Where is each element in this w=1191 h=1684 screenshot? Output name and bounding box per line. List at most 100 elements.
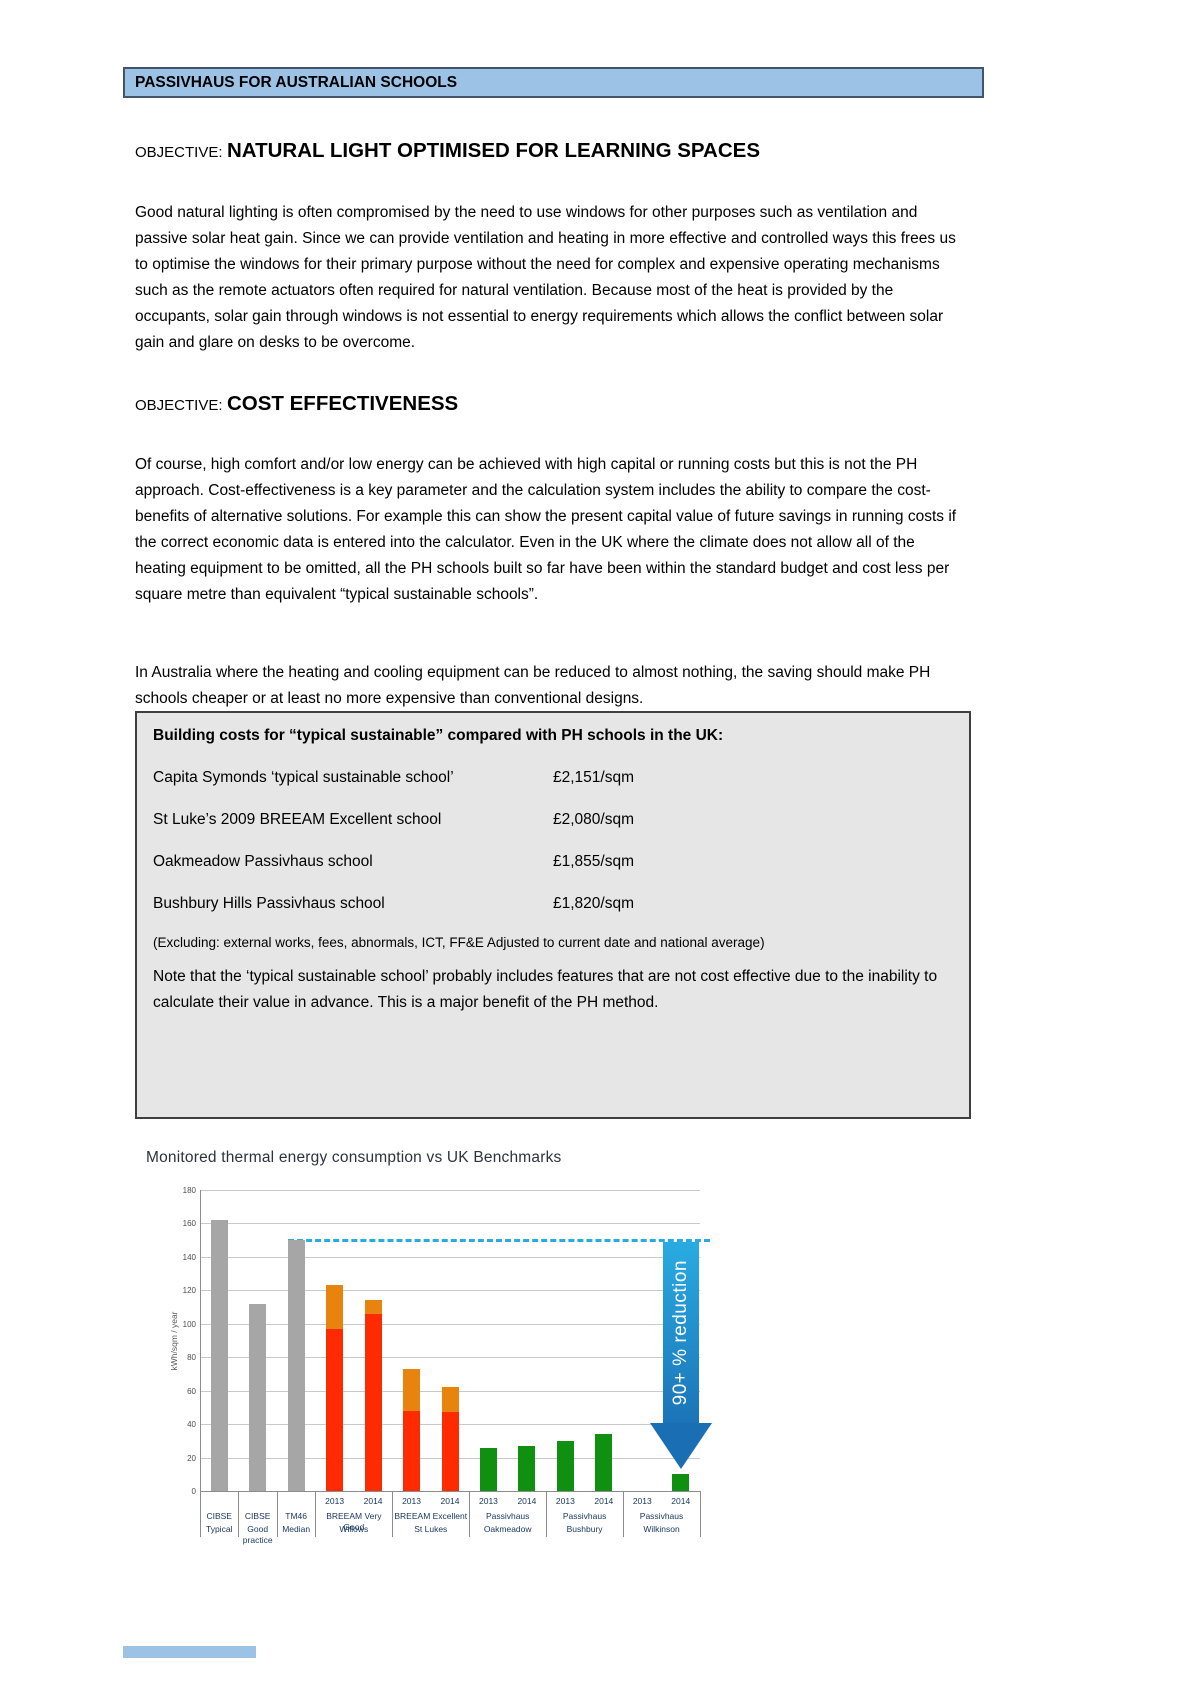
objective-kicker: OBJECTIVE: [135, 397, 223, 414]
chart-grid-line [200, 1290, 700, 1292]
group-name-label: Typical [205, 1524, 233, 1534]
costs-box-title: Building costs for “typical sustainable”… [153, 727, 724, 744]
group-divider [276, 1491, 278, 1537]
y-tick-label: 60 [187, 1386, 196, 1396]
bar-oakmeadow-2013 [479, 1447, 497, 1491]
document-title: PASSIVHAUS FOR AUSTRALIAN SCHOOLS [135, 73, 458, 91]
bar-willows-2014 [364, 1300, 382, 1314]
objective-title: NATURAL LIGHT OPTIMISED FOR LEARNING SPA… [226, 139, 760, 162]
y-tick-label: 140 [182, 1252, 196, 1262]
school-name: Bushbury Hills Passivhaus school [153, 895, 385, 912]
group-cert-label: Passivhaus [562, 1511, 607, 1521]
reduction-arrow: 90+ % reduction [662, 1242, 699, 1424]
group-divider [700, 1491, 701, 1537]
chart-grid-line [200, 1357, 700, 1359]
group-name-label: St Lukes [414, 1524, 448, 1534]
costs-exclusion-note: (Excluding: external works, fees, abnorm… [153, 935, 765, 950]
chart-grid-line [200, 1223, 700, 1225]
x-tick-year-label: 2013 [325, 1496, 345, 1506]
bar-median [287, 1240, 305, 1491]
bar-bushbury-2013 [556, 1440, 574, 1491]
bar-st-lukes-2013 [403, 1368, 421, 1411]
objective-kicker: OBJECTIVE: [135, 144, 223, 161]
group-cert-label: Passivhaus [639, 1511, 684, 1521]
chart-title: Monitored thermal energy consumption vs … [146, 1148, 562, 1166]
footer-accent-bar [123, 1646, 256, 1658]
x-axis-line [200, 1491, 700, 1492]
x-tick-year-label: 2013 [402, 1496, 421, 1506]
bar-willows-2013 [326, 1328, 344, 1491]
y-tick-label: 80 [187, 1353, 196, 1363]
x-tick-year-label: 2014 [363, 1496, 383, 1506]
group-name-label: Willows [339, 1524, 369, 1534]
reduction-arrow-label: 90+ % reduction [669, 1260, 691, 1406]
group-divider [546, 1491, 548, 1537]
chart-grid-line [200, 1323, 700, 1325]
bar-good-practice [249, 1303, 267, 1491]
group-name-label: Good practice [242, 1524, 273, 1545]
section-heading-natural-light: OBJECTIVE: NATURAL LIGHT OPTIMISED FOR L… [135, 139, 760, 163]
group-name-label: Bushbury [566, 1524, 603, 1534]
school-name: Capita Symonds ‘typical sustainable scho… [153, 769, 454, 786]
y-axis-line [200, 1190, 201, 1491]
x-tick-year-label: 2014 [517, 1496, 537, 1506]
y-tick-label: 0 [191, 1487, 196, 1496]
x-tick-year-label: 2014 [440, 1496, 460, 1506]
group-name-label: Oakmeadow [483, 1524, 532, 1534]
x-tick-year-label: 2013 [478, 1496, 498, 1506]
school-price: £1,855/sqm [553, 853, 634, 870]
reduction-arrow-head [649, 1423, 712, 1470]
group-divider [315, 1491, 317, 1537]
y-tick-label: 160 [182, 1219, 196, 1229]
x-tick-year-label: 2014 [671, 1496, 691, 1506]
group-name-label: Wilkinson [643, 1524, 680, 1534]
group-cert-label: CIBSE [206, 1511, 232, 1521]
costs-benefit-note: Note that the ‘typical sustainable schoo… [153, 968, 938, 1011]
group-divider [623, 1491, 625, 1537]
school-price: £2,080/sqm [553, 811, 634, 828]
thermal-energy-chart: kWh/sqm / year 0 20 40 60 80 100 120 140 160 180 90… [160, 1178, 745, 1608]
chart-grid-line [200, 1190, 700, 1191]
group-cert-label: BREEAM Very Good [326, 1511, 382, 1532]
group-cert-label: Passivhaus [485, 1511, 530, 1521]
bar-typical [210, 1220, 228, 1491]
cost-row: Bushbury Hills Passivhaus school £1,820/… [153, 895, 953, 913]
paragraph-australia-saving: In Australia where the heating and cooli… [135, 663, 931, 707]
bar-st-lukes-2014 [441, 1412, 459, 1491]
group-cert-label: BREEAM Excellent [394, 1511, 468, 1521]
document-header-bar: PASSIVHAUS FOR AUSTRALIAN SCHOOLS [123, 67, 984, 98]
group-divider [200, 1491, 201, 1537]
objective-title: COST EFFECTIVENESS [226, 392, 459, 415]
y-tick-label: 180 [182, 1186, 196, 1195]
bar-wilkinson-2014 [672, 1474, 690, 1491]
x-tick-year-label: 2013 [555, 1496, 575, 1506]
bar-bushbury-2014 [595, 1434, 613, 1491]
group-divider [392, 1491, 394, 1537]
group-divider [238, 1491, 240, 1537]
cost-row: St Luke’s 2009 BREEAM Excellent school £… [153, 811, 953, 829]
bar-oakmeadow-2014 [518, 1445, 536, 1491]
paragraph-natural-light: Good natural lighting is often compromis… [135, 203, 956, 351]
x-tick-year-label: 2013 [632, 1496, 652, 1506]
benchmark-line [287, 1239, 710, 1243]
chart-grid-line [200, 1256, 700, 1258]
paragraph-cost-effectiveness: Of course, high comfort and/or low energ… [135, 455, 957, 603]
y-tick-label: 40 [187, 1420, 196, 1430]
group-cert-label: TM46 [285, 1511, 308, 1521]
bar-willows-2013 [326, 1285, 344, 1329]
group-cert-label: CIBSE [244, 1511, 271, 1521]
school-name: Oakmeadow Passivhaus school [153, 853, 373, 870]
bar-st-lukes-2014 [441, 1387, 459, 1413]
x-tick-year-label: 2014 [594, 1496, 614, 1506]
y-tick-label: 100 [182, 1319, 196, 1329]
section-heading-cost-effectiveness: OBJECTIVE: COST EFFECTIVENESS [135, 392, 458, 416]
school-price: £1,820/sqm [553, 895, 634, 912]
cost-row: Capita Symonds ‘typical sustainable scho… [153, 769, 953, 787]
school-price: £2,151/sqm [553, 769, 634, 786]
building-costs-box: Building costs for “typical sustainable”… [135, 711, 971, 1119]
bar-st-lukes-2013 [403, 1410, 421, 1491]
cost-row: Oakmeadow Passivhaus school £1,855/sqm [153, 853, 953, 871]
group-name-label: Median [282, 1524, 311, 1534]
group-divider [469, 1491, 471, 1537]
y-tick-label: 20 [187, 1453, 196, 1463]
